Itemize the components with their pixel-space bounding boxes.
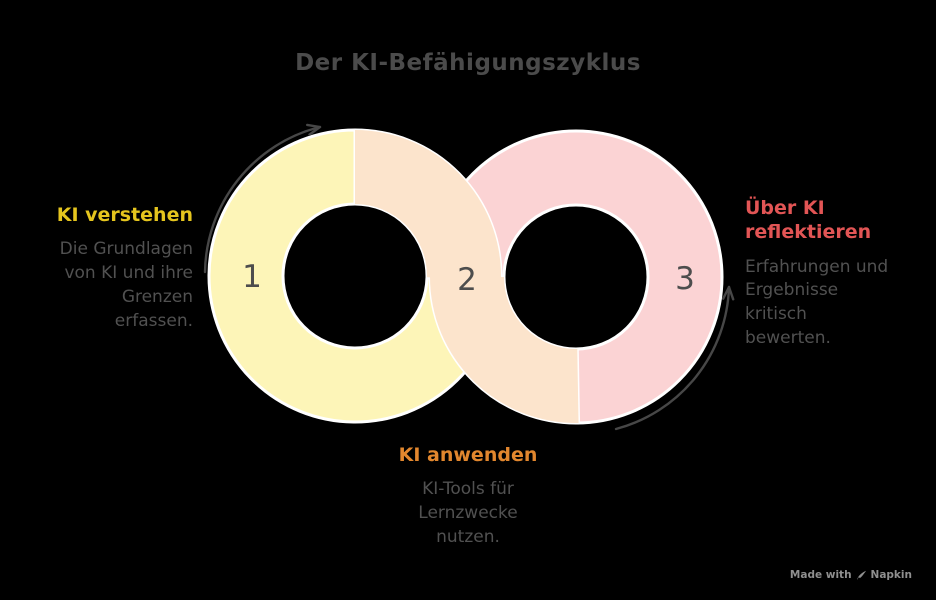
napkin-pen-icon [856,570,867,581]
flow-arrow-bottom-right [614,285,731,431]
segment-2-heading: KI anwenden [398,444,538,466]
ring-segment-1 [207,128,503,424]
segment-3-heading: Über KI reflektieren [745,197,872,244]
segment-2-description: KI-Tools für Lernzwecke nutzen. [418,479,518,547]
ring-segment-2a-fill [355,130,502,279]
segment-1-description: Die Grundlagen von KI und ihre Grenzen e… [59,239,193,331]
ring-segment-2b-fill [430,277,579,424]
segment-3-description: Erfahrungen und Ergebnisse kritisch bewe… [745,256,889,349]
step-number-1: 1 [242,259,262,295]
step-number-3: 3 [675,261,695,297]
segment-1-label-block: KI verstehen Die Grundlagen von KI und i… [0,203,193,334]
segment-2-label-block: KI anwenden KI-Tools für Lernzwecke nutz… [348,443,588,550]
flow-arrow-top-left-head [306,123,322,136]
step-number-2: 2 [457,262,477,298]
segment-3-label-block: Über KI reflektieren Erfahrungen und Erg… [745,196,936,351]
segment-1-heading: KI verstehen [56,204,193,226]
ring-segment-3 [428,129,724,425]
flow-arrow-top-left [203,125,322,274]
watermark-brand: Napkin [870,569,912,581]
watermark: Made with Napkin [790,569,912,581]
flow-arrow-bottom-right-head [722,285,735,301]
diagram-title: Der KI-Befähigungszyklus [295,50,641,76]
watermark-prefix: Made with [789,569,852,581]
